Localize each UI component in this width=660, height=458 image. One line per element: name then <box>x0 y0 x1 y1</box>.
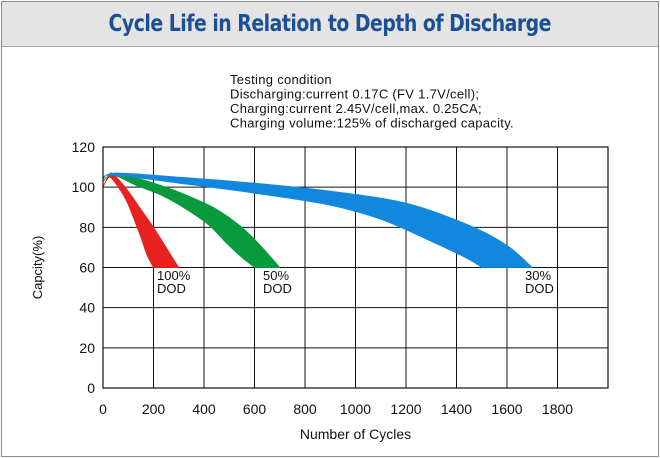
y-axis-label: Capcity(%) <box>30 236 45 300</box>
series-label-2: 50% <box>263 268 289 283</box>
series-area-2 <box>102 172 281 268</box>
x-tick-label: 0 <box>99 401 107 417</box>
x-tick-label: 600 <box>243 401 267 417</box>
x-axis-label: Number of Cycles <box>300 426 411 442</box>
tick-labels: 0 200 400 600 800 1000 1200 1400 1600 1800 0 20 40 60… <box>72 139 574 417</box>
x-tick-label: 400 <box>192 401 216 417</box>
series-area-3 <box>102 172 533 268</box>
title-bar: Cycle Life in Relation to Depth of Disch… <box>2 2 658 47</box>
x-tick-label: 800 <box>293 401 317 417</box>
series-label-1: 100% <box>157 268 191 283</box>
x-tick-label: 200 <box>142 401 166 417</box>
x-tick-label: 1400 <box>441 401 472 417</box>
x-tick-label: 1200 <box>390 401 421 417</box>
chart-title: Cycle Life in Relation to Depth of Disch… <box>108 11 552 37</box>
y-tick-label: 120 <box>72 139 96 155</box>
series-label-2: DOD <box>263 281 292 296</box>
series-label-3: 30% <box>525 268 551 283</box>
note-line: Charging:current 2.45V/cell,max. 0.25CA; <box>230 101 482 116</box>
y-tick-label: 40 <box>79 300 95 316</box>
x-tick-label: 1000 <box>340 401 371 417</box>
y-tick-label: 80 <box>79 219 95 235</box>
note-heading: Testing condition <box>230 72 332 87</box>
plot-area-border <box>102 146 609 389</box>
y-tick-label: 60 <box>79 260 95 276</box>
note-line: Discharging:current 0.17C (FV 1.7V/cell)… <box>230 87 479 102</box>
x-tick-label: 1600 <box>491 401 522 417</box>
plot-border <box>102 146 609 389</box>
series-area-1 <box>102 172 180 268</box>
series-areas <box>102 172 533 268</box>
series-label-3: DOD <box>525 281 554 296</box>
y-tick-label: 20 <box>79 340 95 356</box>
x-tick-label: 1800 <box>542 401 573 417</box>
y-tick-label: 0 <box>87 380 95 396</box>
series-label-1: DOD <box>157 281 186 296</box>
note-line: Charging volume:125% of discharged capac… <box>230 116 514 131</box>
y-tick-label: 100 <box>72 179 96 195</box>
